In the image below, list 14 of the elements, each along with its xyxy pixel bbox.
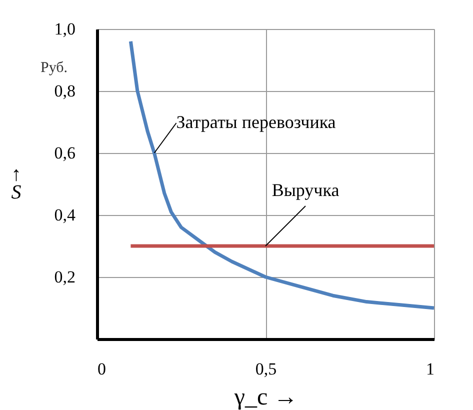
y-tick-label: 0,4 bbox=[54, 206, 76, 224]
y-axis-title: ↑ S bbox=[11, 164, 22, 204]
y-tick-label: 0,6 bbox=[54, 144, 76, 162]
x-tick-label: 0,5 bbox=[255, 360, 277, 378]
x-tick-label: 0 bbox=[98, 360, 106, 378]
y-tick-label: 1,0 bbox=[54, 20, 76, 38]
x-tick-label: 1 bbox=[426, 360, 434, 378]
series-label: Затраты перевозчика bbox=[176, 112, 336, 132]
text: Выручка bbox=[272, 180, 340, 200]
line-series bbox=[128, 40, 436, 310]
y-tick-label: 0,2 bbox=[54, 268, 76, 286]
y-tick-label: 0,8 bbox=[54, 82, 76, 100]
text: Руб. bbox=[40, 60, 68, 76]
x-axis-title: γ_c → bbox=[233, 384, 298, 410]
